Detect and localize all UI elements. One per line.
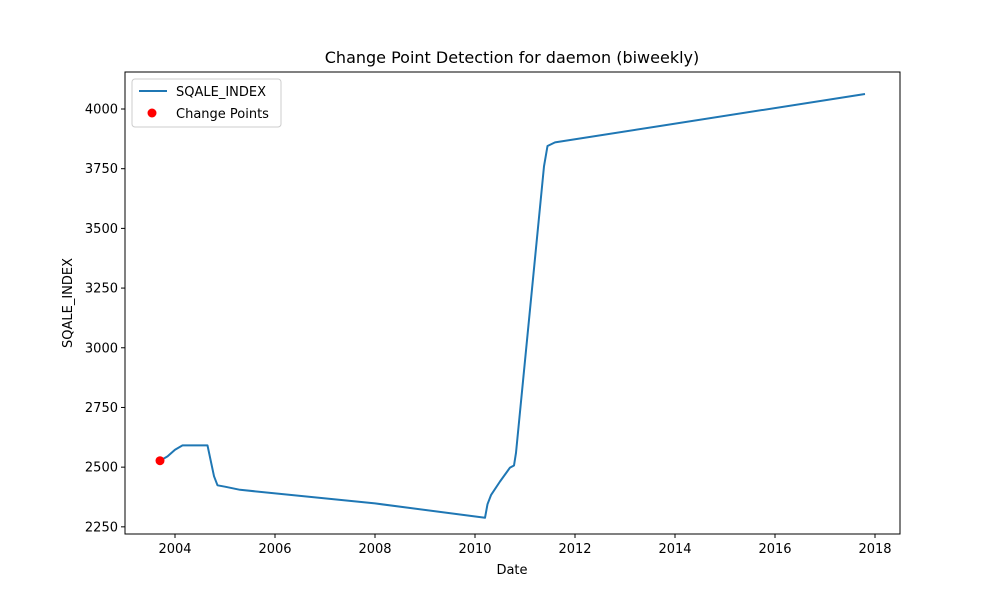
x-tick-label: 2008 [358, 542, 391, 557]
x-tick-label: 2010 [458, 542, 491, 557]
y-tick-label: 2250 [85, 520, 118, 535]
y-tick-label: 3250 [85, 282, 118, 297]
y-axis-label: SQALE_INDEX [61, 258, 76, 348]
x-tick-label: 2004 [158, 542, 191, 557]
legend-box [131, 78, 282, 128]
y-tick-label: 3750 [85, 162, 118, 177]
chart-title: Change Point Detection for daemon (biwee… [325, 48, 700, 67]
y-tick-label: 4000 [85, 103, 118, 118]
x-axis-label: Date [496, 563, 527, 578]
y-tick-label: 2750 [85, 401, 118, 416]
legend-entry-sqale-index: SQALE_INDEX [176, 85, 266, 100]
y-tick-label: 3000 [85, 341, 118, 356]
x-tick-label: 2018 [858, 542, 891, 557]
axes-frame [124, 71, 901, 535]
x-tick-label: 2014 [658, 542, 691, 557]
change-point-marker [155, 456, 165, 466]
x-tick-label: 2012 [558, 542, 591, 557]
series-line-sqale-index [159, 93, 866, 519]
x-tick-label: 2016 [758, 542, 791, 557]
legend: SQALE_INDEX Change Points [131, 78, 282, 128]
legend-point-swatch [147, 108, 157, 118]
y-tick-label: 3500 [85, 222, 118, 237]
x-tick-label: 2006 [258, 542, 291, 557]
y-tick-label: 2500 [85, 461, 118, 476]
legend-entry-change-points: Change Points [176, 107, 269, 122]
